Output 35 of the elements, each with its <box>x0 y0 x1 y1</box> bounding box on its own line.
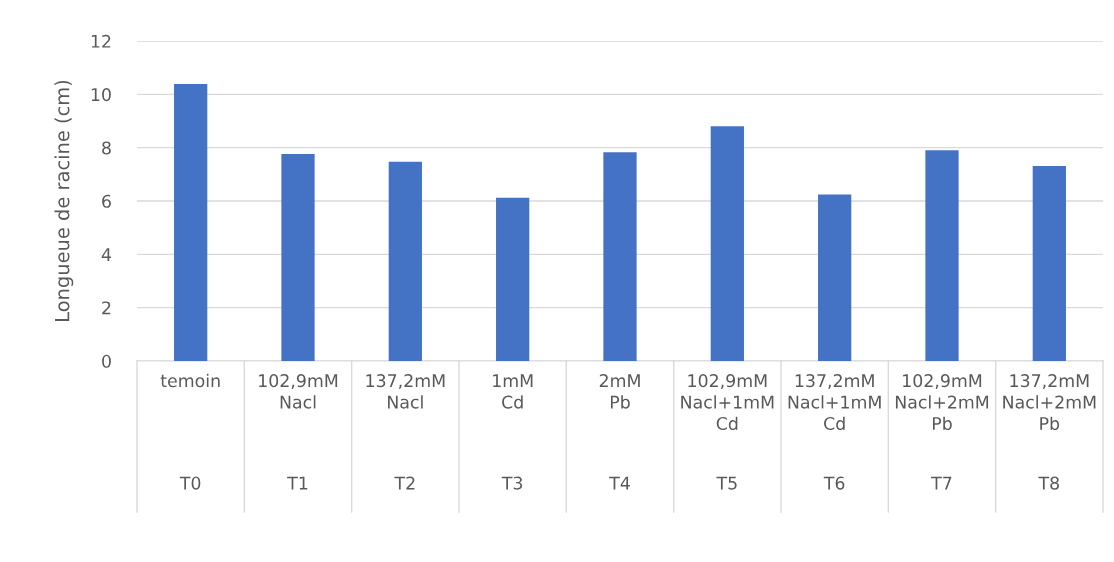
y-tick-label: 0 <box>102 354 111 368</box>
x-tick-label: 102,9mM Nacl+2mM Pb <box>895 374 989 431</box>
bar <box>174 83 208 361</box>
y-tick-label: 4 <box>101 248 112 261</box>
text: T8 <box>1038 476 1059 490</box>
text: T3 <box>501 476 523 490</box>
x-tick-label: 102,9mM Nacl+1mM Cd <box>681 374 774 431</box>
bar <box>925 150 959 361</box>
x-tick-label: 137,2mM Nacl <box>366 374 445 409</box>
text: T2 <box>394 476 415 490</box>
y-tick-label: 10 <box>91 88 111 102</box>
y-tick-label: 8 <box>102 141 111 155</box>
y-axis-title: Longueue de racine (cm) <box>54 80 74 321</box>
text: T1 <box>287 476 308 490</box>
x-tick-label: 2mM Pb <box>599 374 640 409</box>
bar <box>603 152 637 361</box>
x-tick-label: 102,9mM Nacl <box>259 374 338 409</box>
x-tick-label: 137,2mM Nacl+1mM Cd <box>788 374 881 431</box>
bar <box>281 154 315 361</box>
text: T0 <box>179 476 201 490</box>
y-tick-label: 2 <box>102 301 111 315</box>
bar <box>818 194 852 361</box>
text: T5 <box>716 476 737 490</box>
bar <box>388 161 422 361</box>
text: T4 <box>609 476 630 490</box>
text: T6 <box>823 476 845 490</box>
bar <box>1032 166 1066 361</box>
bar <box>710 126 744 361</box>
y-tick-label: 12 <box>91 34 111 48</box>
x-tick-label: 1mM Cd <box>493 374 533 409</box>
x-tick-label: temoin <box>160 373 220 388</box>
text: T7 <box>931 476 952 490</box>
x-tick-label: 137,2mM Nacl+2mM Pb <box>1003 374 1096 431</box>
bar <box>496 197 530 361</box>
y-tick-label: 6 <box>102 194 111 208</box>
